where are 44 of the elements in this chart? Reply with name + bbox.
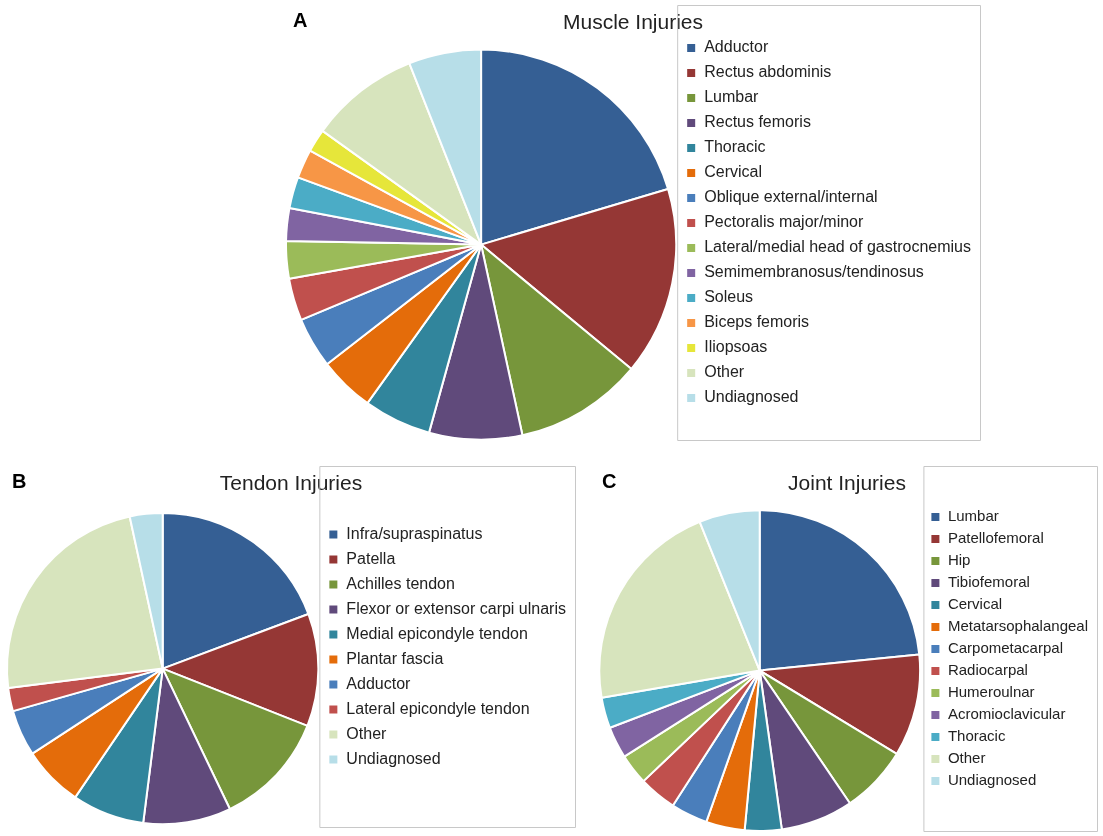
legend-label: Carpometacarpal (947, 639, 1063, 657)
legend-label: Rectus abdominis (704, 63, 832, 81)
legend-label: Other (947, 749, 986, 767)
legend-label: Semimembranosus/tendinosus (704, 263, 924, 281)
legend-label: Flexor or extensor carpi ulnaris (346, 599, 566, 617)
legend-label: Lumbar (704, 88, 760, 106)
legend-label: Humeroulnar (947, 683, 1035, 701)
legend-label: Metatarsophalangeal (947, 617, 1089, 635)
text: A (293, 8, 308, 31)
legend-label: Undiagnosed (947, 771, 1037, 789)
legend-label: Biceps femoris (704, 313, 810, 331)
legend-label: Tibiofemoral (947, 573, 1030, 591)
legend-label: Thoracic (947, 727, 1006, 745)
legend-label: Rectus femoris (704, 113, 811, 131)
legend-label: Cervical (704, 163, 762, 181)
legend-label: Medial epicondyle tendon (346, 624, 528, 642)
legend-label: Lateral/medial head of gastrocnemius (704, 238, 972, 256)
legend-label: Other (704, 363, 745, 381)
legend-label: Lateral epicondyle tendon (346, 699, 530, 717)
legend-label: Radiocarpal (947, 661, 1028, 679)
text: C (602, 469, 617, 492)
legend-label: Pectoralis major/minor (704, 213, 865, 231)
legend-label: Undiagnosed (704, 388, 799, 406)
text: B (12, 469, 27, 492)
legend-label: Hip (947, 551, 971, 569)
legend-label: Infra/supraspinatus (346, 524, 483, 542)
legend-label: Acromioclavicular (947, 705, 1066, 723)
legend-label: Lumbar (947, 507, 999, 525)
chart-title: Muscle Injuries (562, 10, 704, 34)
legend-label: Adductor (704, 38, 769, 56)
legend-label: Plantar fascia (346, 649, 444, 667)
legend-label: Thoracic (704, 138, 766, 156)
legend-label: Adductor (346, 674, 412, 692)
legend-label: Patellofemoral (947, 529, 1044, 547)
chart-title: Joint Injuries (788, 471, 906, 495)
legend-label: Soleus (704, 288, 754, 306)
legend-label: Oblique external/internal (704, 188, 878, 206)
legend-label: Other (346, 724, 388, 742)
legend-label: Patella (346, 549, 396, 567)
chart-title: Tendon Injuries (219, 471, 363, 495)
legend-label: Achilles tendon (346, 574, 455, 592)
legend-label: Iliopsoas (704, 338, 768, 356)
legend-label: Cervical (947, 595, 1003, 613)
legend-label: Undiagnosed (346, 749, 441, 767)
